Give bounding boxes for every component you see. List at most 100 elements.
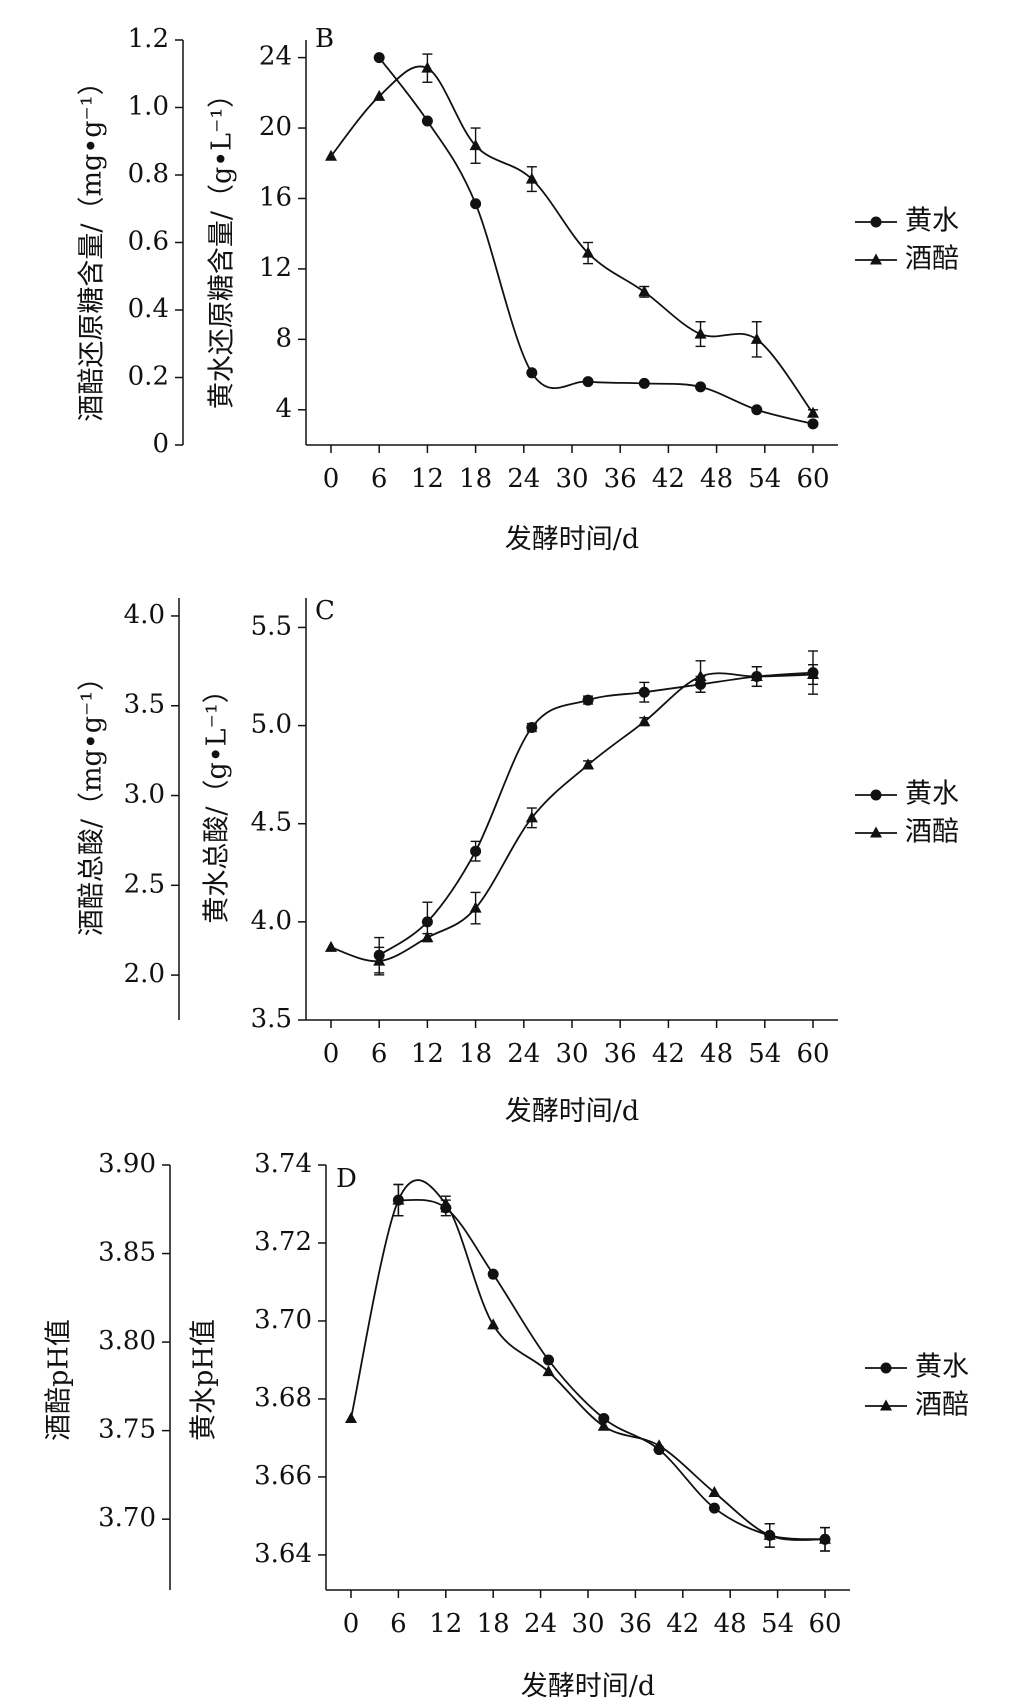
data-point-circle	[421, 916, 433, 928]
data-point-triangle	[469, 139, 482, 151]
data-point-triangle	[392, 1193, 405, 1205]
series-酒醅	[325, 660, 819, 976]
right-y-tick-label: 3.74	[254, 1149, 312, 1179]
legend-label: 酒醅	[915, 1390, 969, 1421]
left-y-tick-label: 3.70	[98, 1503, 156, 1533]
series-酒醅	[325, 53, 819, 418]
series-line	[350, 1179, 826, 1541]
right-y-tick-label: 24	[259, 42, 292, 72]
x-tick-label: 0	[323, 1039, 340, 1069]
x-tick-label: 18	[459, 1039, 492, 1069]
left-y-tick-label: 4.0	[124, 600, 165, 630]
data-point-circle	[543, 1354, 554, 1366]
data-point-circle	[638, 686, 650, 698]
legend-marker-circle	[870, 216, 882, 228]
data-point-circle	[526, 367, 538, 379]
right-y-tick-label: 4.0	[251, 906, 292, 936]
left-y-axis-title: 酒醅还原糖含量/（mg•g⁻¹）	[77, 68, 108, 421]
left-y-tick-label: 0.8	[128, 159, 169, 189]
chart-panel-D: D 3.70 3.75 3.80 3.85 3.90 酒醅pH值 3.64 3.66 3.68 3.…	[44, 1149, 970, 1702]
data-point-circle	[582, 376, 594, 388]
left-y-tick-label: 0	[152, 429, 169, 459]
x-tick-label: 30	[555, 1039, 588, 1069]
data-point-triangle	[345, 1411, 357, 1423]
right-y-tick-label: 5.5	[251, 611, 292, 641]
data-point-triangle	[638, 285, 651, 297]
data-point-circle	[751, 404, 763, 416]
x-tick-label: 60	[796, 464, 829, 494]
legend-label: 酒醅	[905, 817, 959, 848]
data-point-triangle	[373, 954, 386, 966]
panel-letter: B	[315, 24, 334, 54]
x-tick-label: 60	[796, 1039, 829, 1069]
legend-marker-triangle	[870, 253, 882, 265]
legend-marker-triangle	[880, 1399, 892, 1411]
data-point-circle	[487, 1268, 499, 1280]
data-point-triangle	[763, 1528, 776, 1540]
data-point-triangle	[421, 61, 434, 73]
x-axis-title: 发酵时间/d	[521, 1671, 655, 1702]
left-y-tick-label: 1.0	[128, 92, 169, 122]
data-point-triangle	[439, 1197, 452, 1209]
series-line	[330, 672, 814, 963]
data-point-circle	[807, 418, 819, 430]
data-point-triangle	[582, 246, 595, 258]
data-point-triangle	[325, 940, 337, 952]
left-y-tick-label: 0.2	[128, 362, 169, 392]
data-point-circle	[421, 115, 433, 127]
series-line	[330, 65, 814, 414]
x-tick-label: 54	[748, 1039, 781, 1069]
data-point-triangle	[373, 89, 386, 101]
data-point-triangle	[325, 149, 337, 161]
data-point-circle	[708, 1502, 720, 1514]
data-point-triangle	[421, 931, 434, 943]
right-y-tick-label: 5.0	[251, 710, 292, 740]
data-point-triangle	[597, 1419, 610, 1431]
x-tick-label: 24	[507, 464, 540, 494]
data-point-triangle	[750, 332, 763, 344]
legend-label: 黄水	[905, 779, 959, 810]
series-line	[378, 671, 814, 956]
x-tick-label: 6	[371, 464, 388, 494]
right-y-tick-label: 3.64	[254, 1539, 312, 1569]
data-point-circle	[695, 381, 707, 393]
data-point-circle	[582, 694, 594, 706]
right-y-tick-label: 4.5	[251, 808, 292, 838]
legend-marker-triangle	[870, 826, 882, 838]
x-tick-label: 30	[571, 1609, 604, 1639]
data-point-triangle	[708, 1486, 721, 1498]
left-y-tick-label: 2.0	[124, 959, 165, 989]
data-point-triangle	[807, 668, 819, 680]
left-y-tick-label: 3.5	[124, 690, 165, 720]
left-y-tick-label: 3.0	[124, 780, 165, 810]
x-tick-label: 12	[429, 1609, 462, 1639]
x-tick-label: 36	[604, 1039, 637, 1069]
data-point-triangle	[542, 1365, 555, 1377]
series-黄水	[373, 52, 819, 430]
x-tick-label: 48	[714, 1609, 747, 1639]
series-line	[398, 1198, 826, 1541]
series-line	[378, 57, 814, 425]
left-y-tick-label: 3.85	[98, 1238, 156, 1268]
series-酒醅	[345, 1179, 831, 1552]
right-y-tick-label: 3.66	[254, 1461, 312, 1491]
panel-letter: D	[336, 1164, 357, 1194]
data-point-triangle	[638, 715, 651, 727]
legend-marker-circle	[870, 789, 882, 801]
x-tick-label: 0	[323, 464, 340, 494]
data-point-triangle	[819, 1532, 831, 1544]
data-point-triangle	[582, 758, 595, 770]
panel-letter: C	[315, 596, 335, 626]
x-tick-label: 48	[700, 1039, 733, 1069]
left-y-tick-label: 2.5	[124, 869, 165, 899]
data-point-circle	[638, 377, 650, 389]
data-point-triangle	[694, 327, 707, 339]
right-y-axis-title: 黄水总酸/（g•L⁻¹）	[202, 676, 233, 923]
right-y-tick-label: 16	[259, 182, 292, 212]
series-黄水	[373, 650, 819, 974]
left-y-tick-label: 3.80	[98, 1326, 156, 1356]
